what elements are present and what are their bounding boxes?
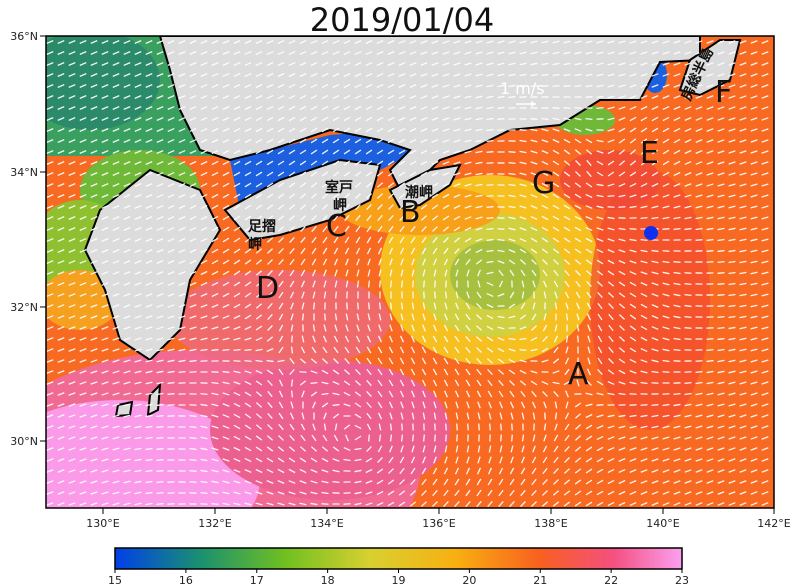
lon-tick-132: 132°E [198,517,231,530]
place-muroto: 室戸岬 [325,179,353,214]
colorbar-tick-label: 20 [462,574,476,587]
colorbar-tick-label: 23 [675,574,689,587]
current-vector-field [46,39,769,508]
shikoku-land [223,158,382,242]
map-title: 2019/01/04 [309,1,495,39]
lon-tick-134: 134°E [310,517,343,530]
lat-tick-34: 34°N [10,166,38,179]
region-label-f: F [715,75,732,110]
temperature-colorbar: 15 16 17 18 19 20 21 22 23 [108,547,689,587]
colorbar-tick-label: 15 [108,574,122,587]
latitude-axis: 36°N 34°N 32°N 30°N [10,30,46,448]
tanegashima-land [146,382,162,417]
observation-point-marker [644,226,658,240]
lat-tick-30: 30°N [10,435,38,448]
lon-tick-140: 140°E [646,517,679,530]
lat-tick-36: 36°N [10,30,38,43]
region-label-e: E [640,136,659,171]
place-shio: 潮岬 [405,184,433,201]
map-frame [45,35,775,509]
lon-tick-136: 136°E [422,517,455,530]
colorbar-tick-label: 22 [604,574,618,587]
region-labels: A B C D E F G [256,75,732,392]
lat-tick-32: 32°N [10,301,38,314]
colorbar-tick-label: 21 [533,574,547,587]
place-ashizuri: 足摺岬 [248,219,276,253]
region-label-d: D [256,271,279,306]
lon-tick-130: 130°E [86,517,119,530]
lon-tick-142: 142°E [757,517,790,530]
region-label-a: A [568,357,589,392]
velocity-scale: 1 m/s [500,79,545,107]
colorbar-tick-label: 16 [179,574,193,587]
colorbar-tick-label: 18 [321,574,335,587]
colorbar-tick-label: 19 [392,574,406,587]
longitude-axis: 130°E 132°E 134°E 136°E 138°E 140°E 142°… [86,508,791,530]
colorbar-gradient [114,547,683,570]
region-label-g: G [532,166,555,201]
lon-tick-138: 138°E [534,517,567,530]
colorbar-tick-label: 17 [250,574,264,587]
region-label-b: B [400,195,421,230]
scale-label: 1 m/s [500,79,545,98]
region-label-c: C [326,209,347,244]
boso-land [678,39,742,97]
